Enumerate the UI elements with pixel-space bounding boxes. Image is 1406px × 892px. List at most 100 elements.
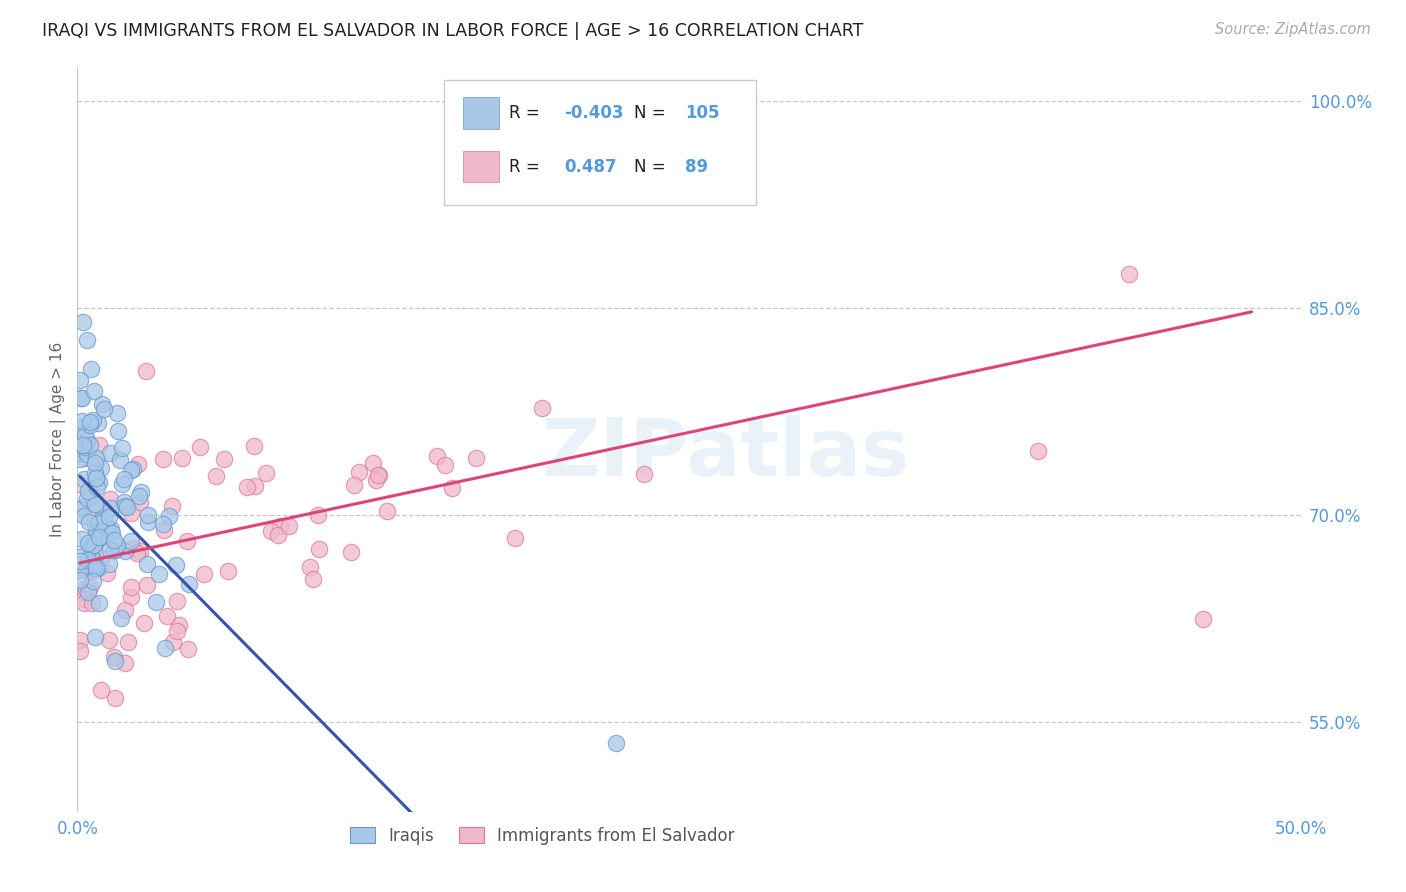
Point bbox=[69, 550, 91, 565]
Point bbox=[340, 545, 363, 559]
Point bbox=[73, 596, 96, 610]
Point bbox=[100, 500, 122, 515]
FancyBboxPatch shape bbox=[444, 79, 756, 204]
Point bbox=[107, 424, 129, 438]
Point bbox=[100, 522, 122, 536]
Point bbox=[103, 650, 125, 665]
Point bbox=[110, 441, 132, 455]
Point bbox=[83, 630, 105, 644]
Text: N =: N = bbox=[634, 158, 665, 176]
Point bbox=[114, 499, 136, 513]
Point bbox=[80, 596, 103, 610]
Point bbox=[73, 444, 96, 458]
Point bbox=[82, 560, 104, 574]
Point bbox=[111, 476, 134, 491]
Point bbox=[440, 481, 463, 495]
Point bbox=[132, 616, 155, 631]
Text: Source: ZipAtlas.com: Source: ZipAtlas.com bbox=[1215, 22, 1371, 37]
Point bbox=[86, 523, 108, 537]
Point bbox=[361, 456, 384, 470]
Point bbox=[77, 553, 100, 567]
Point bbox=[90, 460, 112, 475]
Point bbox=[89, 532, 111, 546]
Point bbox=[114, 656, 136, 670]
Point bbox=[170, 450, 193, 465]
Point bbox=[136, 578, 159, 592]
Point bbox=[82, 574, 104, 588]
Point bbox=[72, 315, 94, 329]
Point bbox=[128, 489, 150, 503]
Point bbox=[633, 467, 655, 481]
Point bbox=[80, 540, 103, 554]
Point bbox=[69, 452, 91, 467]
Point bbox=[79, 418, 101, 433]
Point bbox=[75, 561, 97, 575]
Point bbox=[84, 471, 107, 485]
Point bbox=[98, 491, 121, 506]
Point bbox=[73, 508, 96, 523]
Point bbox=[73, 586, 96, 600]
Point bbox=[79, 437, 101, 451]
Point bbox=[121, 541, 143, 555]
Point bbox=[214, 452, 236, 467]
Point bbox=[101, 525, 124, 540]
Point bbox=[104, 654, 127, 668]
Y-axis label: In Labor Force | Age > 16: In Labor Force | Age > 16 bbox=[51, 342, 66, 537]
Point bbox=[115, 500, 138, 514]
Point bbox=[375, 504, 398, 518]
Point bbox=[120, 590, 142, 604]
Point bbox=[117, 635, 139, 649]
Point bbox=[97, 510, 120, 524]
Point bbox=[86, 471, 108, 485]
Point bbox=[136, 515, 159, 529]
Point bbox=[96, 521, 118, 535]
Point bbox=[152, 451, 174, 466]
Point bbox=[80, 362, 103, 376]
Point bbox=[120, 580, 142, 594]
Point bbox=[426, 449, 449, 463]
Point bbox=[135, 558, 157, 572]
Point bbox=[302, 572, 325, 586]
Point bbox=[79, 565, 101, 579]
Point bbox=[73, 427, 96, 442]
Point bbox=[84, 456, 107, 470]
Point bbox=[236, 480, 259, 494]
Point bbox=[120, 506, 142, 520]
Point bbox=[84, 467, 107, 481]
Point bbox=[343, 478, 366, 492]
Point bbox=[76, 536, 98, 550]
Point bbox=[76, 447, 98, 461]
Point bbox=[84, 560, 107, 574]
Point bbox=[86, 498, 108, 512]
Point bbox=[69, 373, 91, 387]
Point bbox=[127, 457, 149, 471]
Point bbox=[72, 561, 94, 575]
Point bbox=[114, 602, 136, 616]
Text: ZIPatlas: ZIPatlas bbox=[541, 415, 910, 493]
Text: R =: R = bbox=[509, 158, 540, 176]
Point bbox=[104, 691, 127, 706]
Point bbox=[205, 468, 228, 483]
Point bbox=[79, 415, 101, 429]
Point bbox=[86, 480, 108, 494]
Point bbox=[84, 498, 107, 512]
Point bbox=[167, 618, 190, 632]
Point bbox=[269, 518, 291, 533]
Point bbox=[434, 458, 457, 472]
Point bbox=[128, 544, 150, 558]
Point bbox=[155, 640, 177, 655]
Point bbox=[176, 534, 198, 549]
Point bbox=[165, 558, 187, 573]
Point bbox=[77, 483, 100, 498]
Point bbox=[93, 510, 115, 524]
Point bbox=[76, 433, 98, 447]
Point bbox=[366, 473, 388, 487]
Text: 0.487: 0.487 bbox=[564, 158, 617, 176]
Point bbox=[83, 538, 105, 552]
FancyBboxPatch shape bbox=[463, 151, 499, 182]
Point bbox=[367, 467, 389, 482]
Point bbox=[87, 438, 110, 452]
Point bbox=[110, 453, 132, 467]
Point bbox=[87, 516, 110, 530]
Point bbox=[121, 462, 143, 476]
